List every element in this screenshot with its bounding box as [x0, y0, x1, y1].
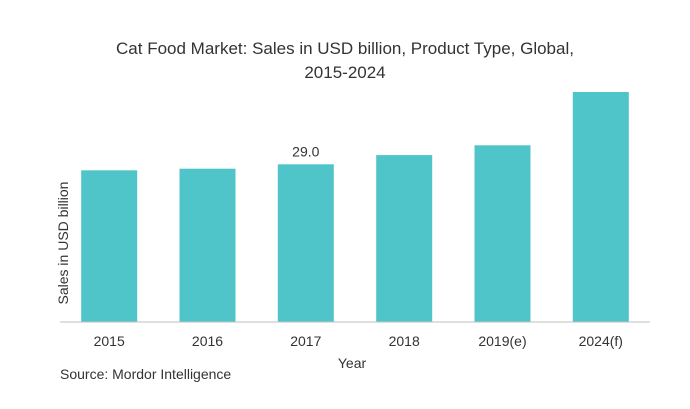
chart-title-line-2: 2015-2024 [304, 63, 386, 82]
x-tick-label: 2017 [290, 333, 321, 349]
data-label-2017: 29.0 [292, 143, 319, 159]
x-tick-label: 2019(e) [478, 333, 526, 349]
x-axis-label: Year [337, 355, 367, 371]
bar-2016 [179, 168, 236, 322]
x-tick-label: 2015 [94, 333, 125, 349]
bar-2015 [81, 170, 138, 322]
source-note: Source: Mordor Intelligence [60, 366, 232, 382]
data-labels: 29.0 [292, 143, 319, 159]
x-tick-labels: 2015 2016 2017 2018 2019(e) 2024(f) [94, 333, 623, 349]
x-tick-label: 2016 [192, 333, 223, 349]
chart-title-line-1: Cat Food Market: Sales in USD billion, P… [116, 39, 574, 58]
x-tick-label: 2024(f) [579, 333, 623, 349]
bar-2024(f) [572, 92, 629, 322]
chart-title: Cat Food Market: Sales in USD billion, P… [0, 37, 690, 85]
bar-2017 [277, 164, 334, 322]
bar-2019(e) [474, 145, 531, 322]
bar-2018 [376, 155, 433, 322]
x-tick-label: 2018 [389, 333, 420, 349]
bars-group [81, 92, 629, 322]
